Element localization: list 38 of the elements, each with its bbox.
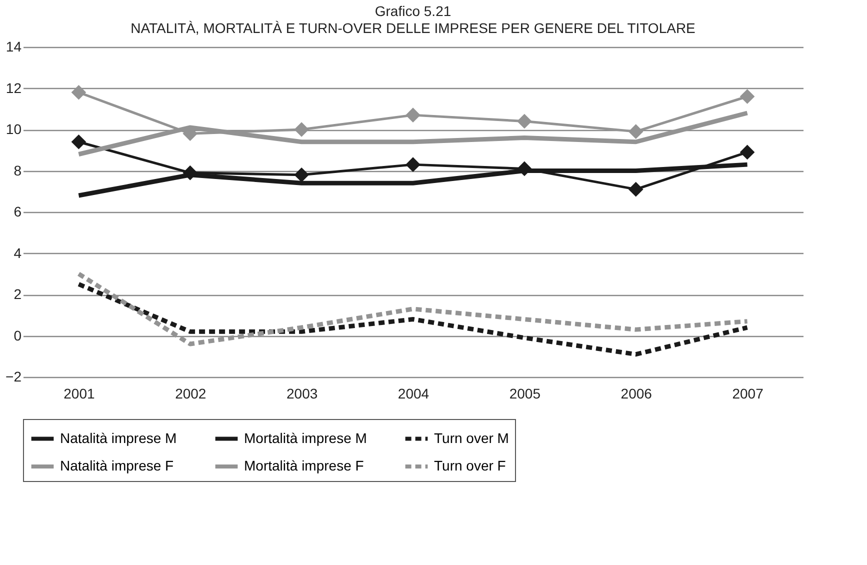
chart-subtitle: NATALITÀ, MORTALITÀ E TURN-OVER DELLE IMPRESE PER GENERE DEL TITOLARE — [130, 20, 696, 36]
chart-title: Grafico 5.21 — [374, 3, 452, 19]
y-tick-label: 2 — [14, 286, 22, 302]
x-tick-label: 2003 — [286, 386, 318, 402]
x-tick-label: 2001 — [64, 386, 95, 402]
x-tick-label: 2004 — [398, 386, 430, 402]
line-series — [76, 282, 750, 357]
y-tick-label: 6 — [14, 204, 22, 220]
legend-label: Mortalità imprese M — [244, 430, 367, 446]
y-tick-label: −2 — [6, 368, 22, 384]
point — [740, 144, 755, 160]
point — [628, 182, 644, 197]
x-tick-label: 2006 — [620, 386, 652, 402]
y-tick-label: 12 — [6, 80, 22, 96]
point — [406, 108, 420, 122]
legend-label: Natalità imprese F — [60, 458, 174, 474]
x-tick-label: 2002 — [175, 386, 206, 402]
x-tick-label: 2005 — [509, 386, 541, 402]
point — [517, 161, 532, 176]
point — [294, 167, 309, 182]
y-tick-label: 4 — [14, 244, 22, 261]
point — [628, 124, 644, 139]
point — [182, 165, 198, 180]
legend-label: Natalità imprese M — [60, 430, 177, 446]
point — [740, 89, 755, 104]
legend-label: Mortalità imprese F — [244, 458, 364, 474]
point — [517, 114, 532, 129]
point — [71, 84, 86, 100]
y-tick-label: 8 — [14, 162, 22, 178]
point — [294, 122, 309, 137]
point — [71, 134, 86, 150]
legend-label: Turn over M — [434, 430, 509, 446]
y-tick-label: 10 — [6, 121, 22, 137]
point — [406, 157, 420, 172]
legend-label: Turn over F — [434, 458, 506, 474]
y-tick-label: 14 — [6, 38, 22, 54]
x-tick-label: 2007 — [732, 386, 764, 402]
y-tick-label: 0 — [14, 327, 22, 344]
